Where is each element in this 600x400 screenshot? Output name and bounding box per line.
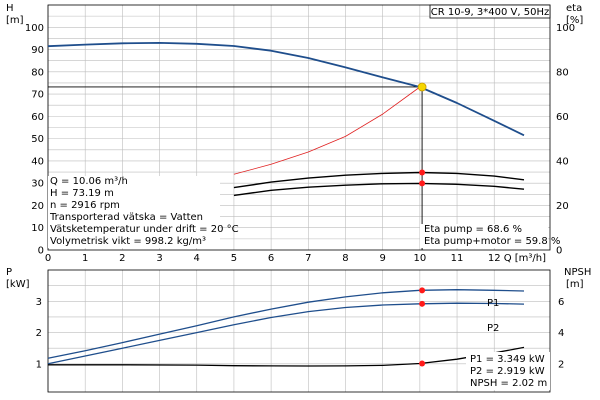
npsh-value-text: NPSH = 2.02 m <box>470 378 547 389</box>
x-tick-label: 6 <box>268 253 274 264</box>
top-right-ticks: 0 20 40 60 80 100 <box>556 23 575 257</box>
y-tick-label: 90 <box>31 45 44 56</box>
series-line-eta-motor <box>233 182 525 197</box>
y-tick-label: 10 <box>31 223 44 234</box>
bottom-left-ticks: 1 2 3 <box>36 297 42 371</box>
eta-info-block: Eta pump = 68.6 % Eta pump+motor = 59.8 … <box>420 224 560 248</box>
y-tick-label: 0 <box>38 246 44 257</box>
info-bg <box>48 176 220 248</box>
p-tick-label: 2 <box>36 328 42 339</box>
top-left-ticks: 0 10 20 30 40 50 60 70 80 90 100 <box>25 23 44 257</box>
info-line: Volymetrisk vikt = 998.2 kg/m³ <box>50 236 206 247</box>
info-line: Vätsketemperatur under drift = 20 °C <box>50 224 239 235</box>
top-panel: CR 10-9, 3*400 V, 50Hz H [m] eta [%] Q [… <box>6 3 583 264</box>
x-tick-label: 0 <box>45 253 51 264</box>
series-line-P2 <box>47 302 525 365</box>
series-line-upper-black <box>233 171 525 189</box>
eta-tick-label: 0 <box>556 246 562 257</box>
eta-pump-motor-text: Eta pump+motor = 59.8 % <box>424 236 560 247</box>
power-marker <box>419 300 426 307</box>
info-line: Transporterad vätska = Vatten <box>49 212 203 223</box>
top-markers <box>417 82 427 187</box>
x-tick-label: 9 <box>379 253 385 264</box>
series-line-P1 <box>47 289 525 359</box>
power-values-bg <box>466 352 550 390</box>
p-tick-label: 1 <box>36 359 42 370</box>
x-tick-label: 12 <box>488 253 501 264</box>
bottom-right-axis-label-npsh: NPSH <box>564 267 591 278</box>
bottom-left-axis-unit: [kW] <box>6 279 30 290</box>
bottom-left-axis-label-p: P <box>6 267 12 278</box>
x-tick-label: 8 <box>342 253 348 264</box>
eta-info-bg <box>420 224 548 248</box>
legend-p1: P1 <box>487 298 499 309</box>
y-tick-label: 100 <box>25 23 44 34</box>
eta-tick-label: 100 <box>556 23 575 34</box>
top-left-axis-unit: [m] <box>6 15 24 26</box>
x-tick-label: 3 <box>156 253 162 264</box>
operating-marker <box>419 180 426 187</box>
x-tick-label: 4 <box>194 253 200 264</box>
duty-point-marker <box>417 82 427 92</box>
x-tick-label: 7 <box>305 253 311 264</box>
y-tick-label: 30 <box>31 179 44 190</box>
eta-tick-label: 20 <box>556 201 569 212</box>
info-line: H = 73.19 m <box>50 188 114 199</box>
eta-tick-label: 40 <box>556 156 569 167</box>
y-tick-label: 50 <box>31 134 44 145</box>
series-line-NPSH <box>48 346 525 367</box>
eta-tick-label: 80 <box>556 67 569 78</box>
series-line-red-parabola <box>233 86 421 175</box>
x-tick-label: 1 <box>82 253 88 264</box>
npsh-tick-label: 6 <box>558 297 564 308</box>
info-line: Q = 10.06 m³/h <box>50 176 128 187</box>
top-right-axis-unit: [%] <box>566 15 583 26</box>
eta-tick-label: 60 <box>556 112 569 123</box>
p-tick-label: 3 <box>36 297 42 308</box>
bottom-panel: P [kW] NPSH [m] 1 2 3 2 4 6 P1 P2 P1 = 3.349… <box>6 267 591 393</box>
y-tick-label: 40 <box>31 156 44 167</box>
legend-p2: P2 <box>487 323 499 334</box>
power-values-block: P1 = 3.349 kW P2 = 2.919 kW NPSH = 2.02 … <box>466 352 550 390</box>
bottom-series-lines <box>47 289 525 367</box>
y-tick-label: 20 <box>31 201 44 212</box>
chart-title: CR 10-9, 3*400 V, 50Hz <box>431 7 549 18</box>
y-tick-label: 70 <box>31 90 44 101</box>
x-tick-label: 5 <box>231 253 237 264</box>
top-plot-frame <box>47 4 551 251</box>
top-x-ticks: 0 1 2 3 4 5 6 7 8 9 10 11 12 <box>45 253 501 264</box>
bottom-right-ticks: 2 4 6 <box>558 297 564 371</box>
top-left-axis-label-h: H <box>6 3 14 14</box>
x-axis-unit-label: Q [m³/h] <box>504 253 546 264</box>
operating-marker <box>419 169 426 176</box>
bottom-markers <box>419 287 426 367</box>
duty-info-block: Q = 10.06 m³/h H = 73.19 m n = 2916 rpm … <box>48 176 239 248</box>
npsh-marker <box>419 360 426 367</box>
bottom-right-axis-unit: [m] <box>566 279 584 290</box>
x-tick-label: 2 <box>119 253 125 264</box>
x-tick-label: 10 <box>413 253 426 264</box>
power-marker <box>419 287 426 294</box>
eta-pump-text: Eta pump = 68.6 % <box>424 224 522 235</box>
info-line: n = 2916 rpm <box>50 200 120 211</box>
y-tick-label: 60 <box>31 112 44 123</box>
y-tick-label: 80 <box>31 67 44 78</box>
bottom-plot-frame <box>47 269 551 393</box>
x-tick-label: 11 <box>451 253 464 264</box>
top-series-lines <box>47 42 525 250</box>
top-right-axis-label-eta: eta <box>566 3 582 14</box>
npsh-tick-label: 2 <box>558 359 564 370</box>
top-title-box: CR 10-9, 3*400 V, 50Hz <box>429 4 551 19</box>
p2-value-text: P2 = 2.919 kW <box>470 366 545 377</box>
series-line-H <box>47 42 525 137</box>
p1-value-text: P1 = 3.349 kW <box>470 354 545 365</box>
npsh-tick-label: 4 <box>558 328 564 339</box>
